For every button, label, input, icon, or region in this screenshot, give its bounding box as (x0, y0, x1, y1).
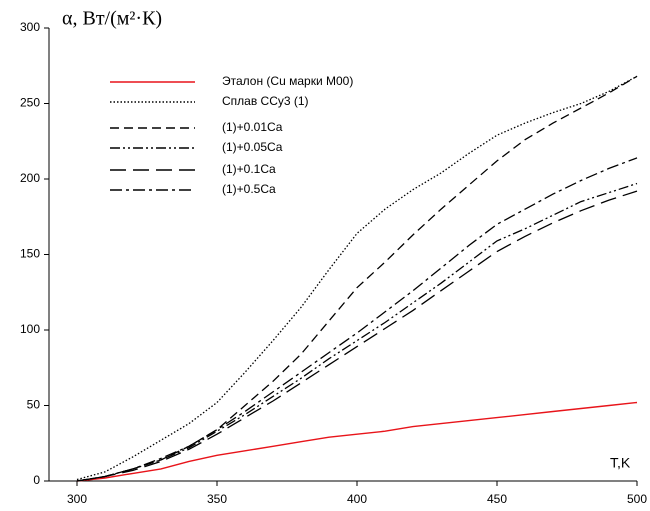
y-axis-label: α, Вт/(м²·К) (62, 8, 162, 30)
y-tick-label: 250 (20, 96, 40, 110)
x-tick-label: 450 (487, 492, 507, 506)
y-tick-label: 0 (33, 473, 40, 487)
legend-label: Эталон (Cu марки M00) (222, 74, 353, 88)
series-line (76, 157, 638, 482)
series-line (76, 401, 638, 482)
x-tick-label: 400 (347, 492, 367, 506)
series-line (76, 75, 638, 481)
legend-label: (1)+0.5Ca (222, 182, 276, 196)
y-tick-label: 50 (27, 398, 41, 412)
series-line (76, 190, 638, 482)
series-line (76, 182, 638, 482)
legend-label: (1)+0.01Ca (222, 120, 283, 134)
x-axis-label: T,K (610, 455, 631, 471)
legend-label: (1)+0.05Ca (222, 140, 283, 154)
y-tick-label: 150 (20, 247, 40, 261)
x-tick-label: 350 (207, 492, 227, 506)
legend-label: Сплав ССу3 (1) (222, 94, 309, 108)
x-tick-label: 500 (627, 492, 647, 506)
y-tick-label: 200 (20, 171, 40, 185)
y-tick-label: 100 (20, 322, 40, 336)
x-tick-label: 300 (67, 492, 87, 506)
y-tick-label: 300 (20, 20, 40, 34)
legend-label: (1)+0.1Ca (222, 162, 276, 176)
series-line (76, 75, 638, 482)
